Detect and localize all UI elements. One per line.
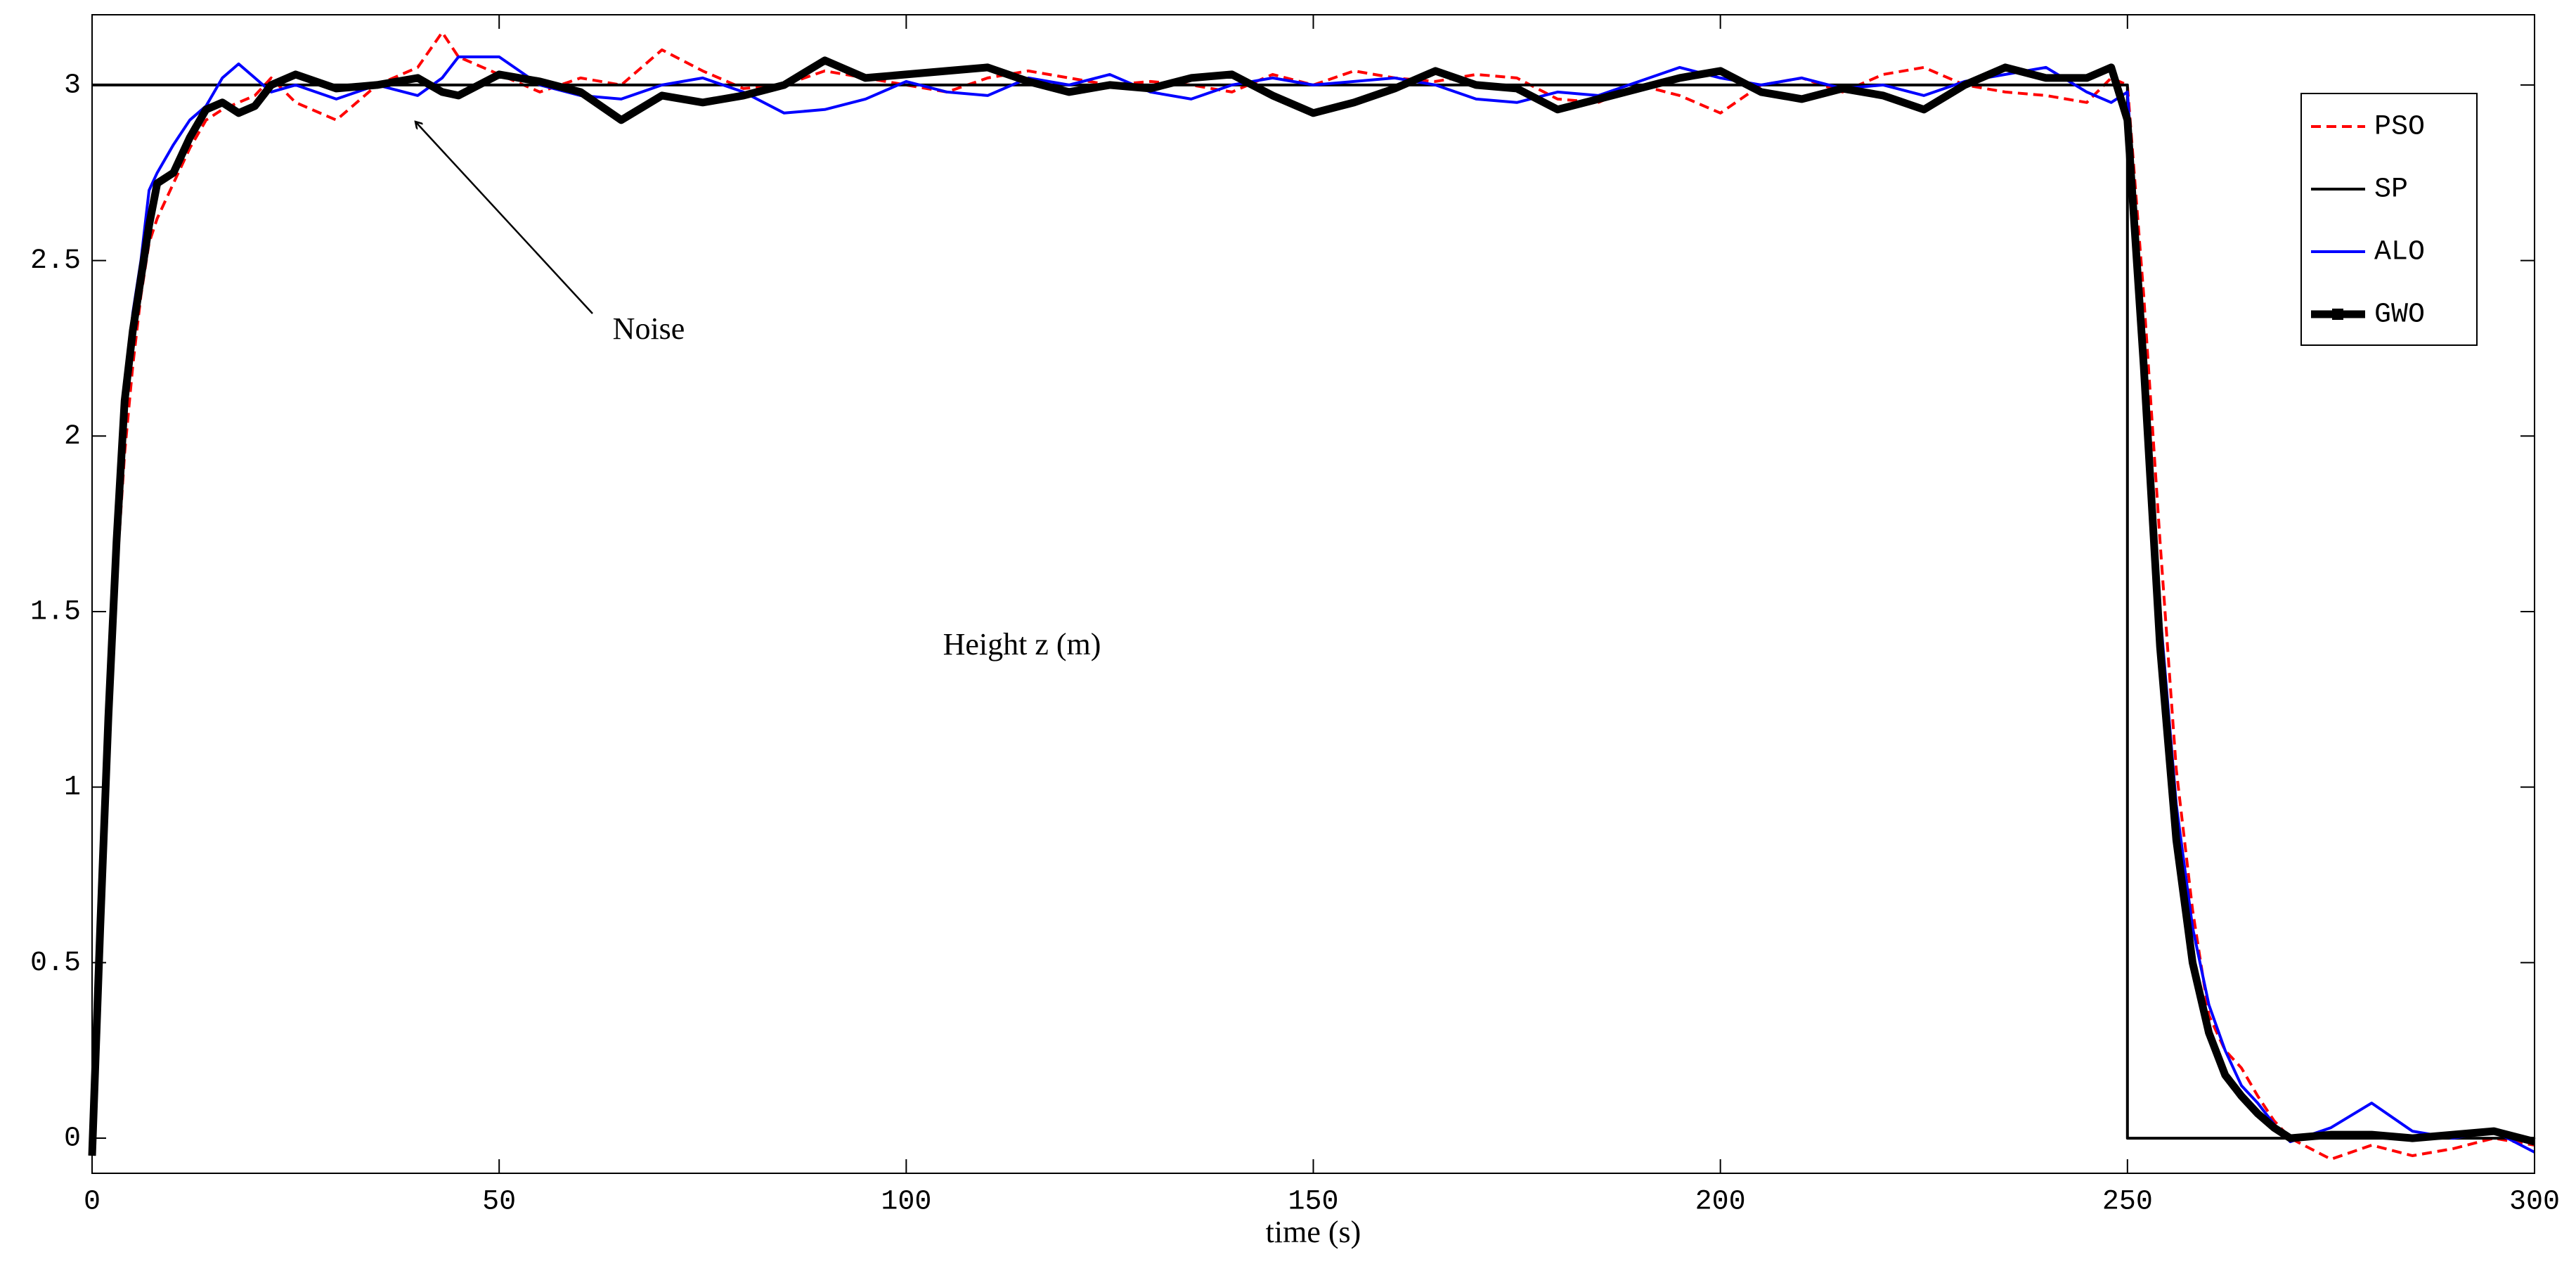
plot-frame — [91, 14, 2535, 1174]
y-tick-label: 2.5 — [30, 245, 81, 277]
annotation-arrow — [415, 122, 593, 314]
y-tick-label: 0.5 — [30, 948, 81, 979]
x-axis-label: time (s) — [1266, 1215, 1361, 1249]
y-tick-label: 2 — [64, 421, 81, 453]
series-line — [88, 56, 2536, 1156]
annotation: Noise — [613, 311, 685, 346]
legend-label: GWO — [2374, 299, 2425, 331]
y-tick-label: 3 — [64, 70, 81, 101]
x-tick-label: 200 — [1695, 1187, 1746, 1218]
x-tick-label: 150 — [1288, 1187, 1338, 1218]
legend-label: ALO — [2374, 237, 2425, 269]
legend-marker — [2332, 309, 2343, 320]
x-tick-label: 100 — [881, 1187, 931, 1218]
series-line — [91, 31, 2535, 1161]
x-tick-label: 250 — [2102, 1187, 2153, 1218]
legend-label: PSO — [2374, 112, 2425, 143]
legend-box — [2300, 93, 2478, 346]
y-axis-label: Height z (m) — [943, 627, 1101, 662]
x-tick-label: 300 — [2509, 1187, 2560, 1218]
x-tick-label: 0 — [84, 1187, 101, 1218]
y-tick-label: 1.5 — [30, 597, 81, 628]
x-tick-label: 50 — [482, 1187, 516, 1218]
y-tick-label: 0 — [64, 1123, 81, 1155]
y-tick-label: 1 — [64, 772, 81, 804]
legend-label: SP — [2374, 174, 2408, 206]
